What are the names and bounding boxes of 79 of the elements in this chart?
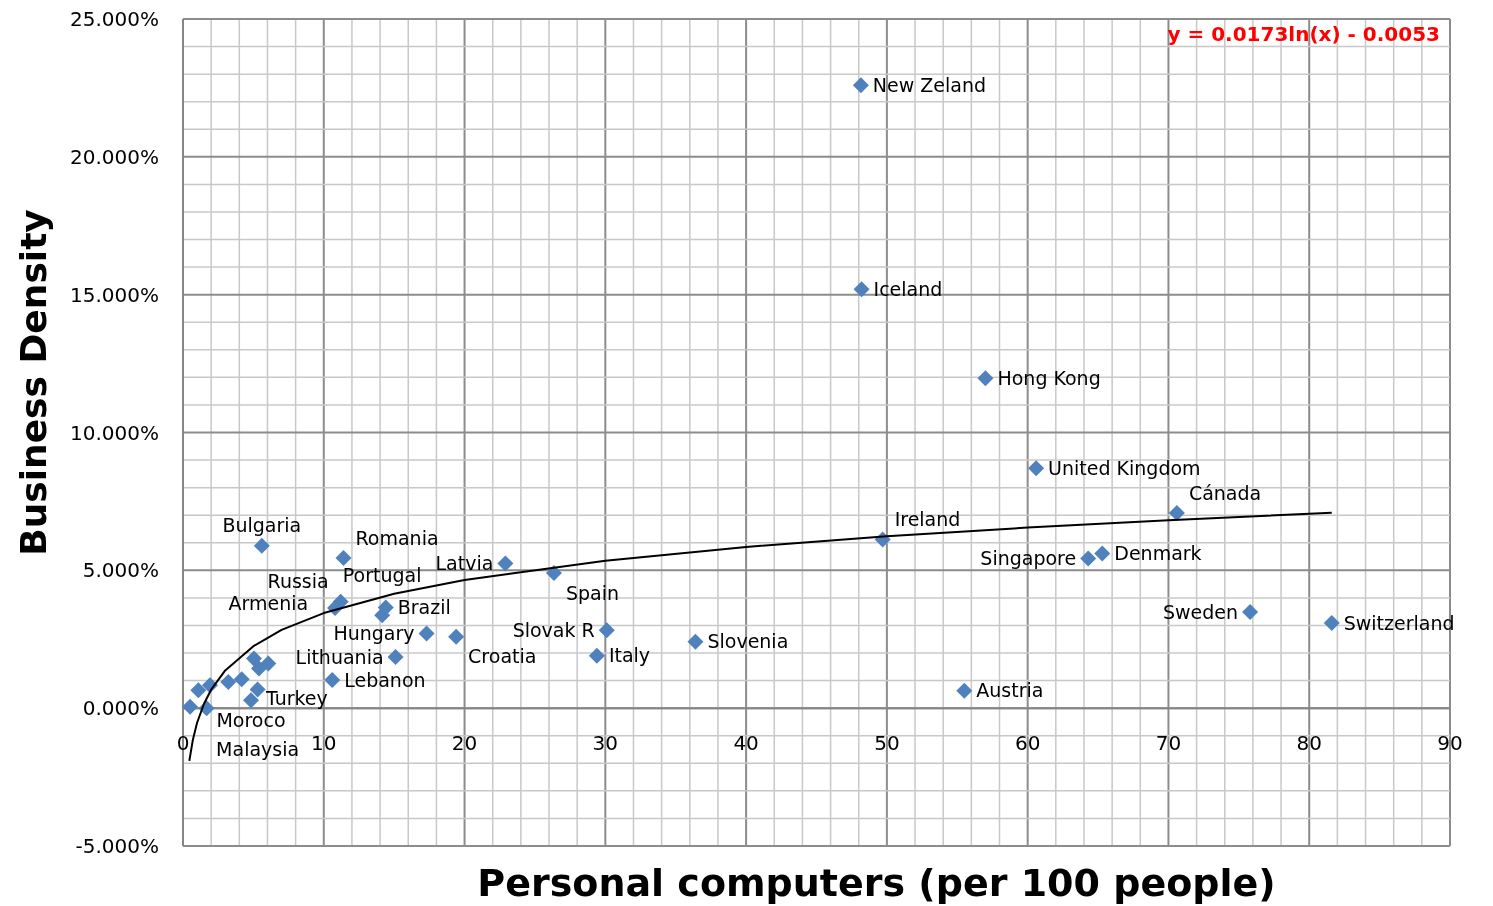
x-tick-label: 20 [451,731,478,756]
annotation: New Zeland [872,73,987,96]
point [245,650,262,667]
point [324,672,341,689]
annotation: Spain [565,581,620,604]
annotation: Iceland [873,277,943,300]
annotation: Sweden [1163,600,1239,623]
annotation: Austria [976,679,1044,702]
point [190,682,207,699]
y-axis-title: Business Density [13,209,54,556]
point [1168,504,1185,521]
point [687,633,704,650]
annotation: Italy [608,644,651,667]
y-tick-label: 5.000% [82,558,159,583]
x-tick-label: 60 [1014,731,1041,756]
annotation: Turkey [264,687,328,710]
point [251,660,268,677]
annotation: Denmark [1114,542,1202,565]
point [233,671,250,688]
point [243,692,259,709]
annotation: Hong Kong [997,366,1101,389]
annotation: Lebanon [344,668,426,691]
point [598,622,615,639]
annotation: Cánada [1188,481,1262,504]
annotation: Switzerland [1343,611,1455,634]
point [418,625,435,642]
point [335,549,352,566]
y-tick-label: 10.000% [70,420,159,445]
point [1080,550,1097,567]
point [852,77,869,94]
annotation: Malaysia [216,738,300,761]
x-tick-label: 10 [311,731,337,756]
y-tick-label: 15.000% [70,282,159,307]
point [545,565,562,582]
annotation: Moroco [216,708,286,731]
y-tick-label: 20.000% [70,144,159,169]
annotation: Croatia [468,645,537,668]
annotation: Brazil [397,596,451,619]
point [1242,603,1259,620]
annotation: Romania [355,526,439,549]
point [588,647,605,664]
x-axis-title: Personal computers (per 100 people) [477,861,1276,905]
y-tick-label: -5.000% [75,834,159,858]
point [956,682,973,699]
point [253,537,270,554]
annotation: Slovenia [707,630,789,653]
annotation: Slovak R [512,618,595,641]
annotation: Armenia [228,592,309,615]
annotation: y = 0.0173ln(x) - 0.0053 [1167,22,1440,46]
point [1323,614,1340,631]
y-tick-label: 25.000% [70,7,159,31]
y-tick-label: 0.000% [82,696,159,721]
point [374,607,391,624]
point [853,281,870,298]
point [387,648,404,665]
x-tick-label: 90 [1437,731,1463,756]
x-tick-label: 70 [1155,731,1182,756]
annotation: Singapore [980,547,1077,570]
point [448,628,465,645]
x-tick-label: 80 [1296,731,1322,756]
annotation: Latvia [435,552,494,575]
annotation: United Kingdom [1048,456,1201,479]
point [977,370,994,387]
point [249,681,266,698]
point [220,673,237,690]
point [1028,460,1045,477]
x-tick-label: 30 [592,731,619,756]
annotation: Russia [267,570,329,593]
annotation: Ireland [894,508,961,531]
x-tick-label: 50 [874,731,900,756]
x-tick-label: 40 [733,731,759,756]
annotation: Hungary [333,622,415,645]
annotation: Lithuania [295,645,384,668]
point [497,555,514,572]
annotation: Bulgaria [222,514,302,537]
point [1094,545,1111,562]
annotation: Portugal [342,563,422,586]
x-tick-label: 0 [176,731,190,756]
point [182,698,199,715]
